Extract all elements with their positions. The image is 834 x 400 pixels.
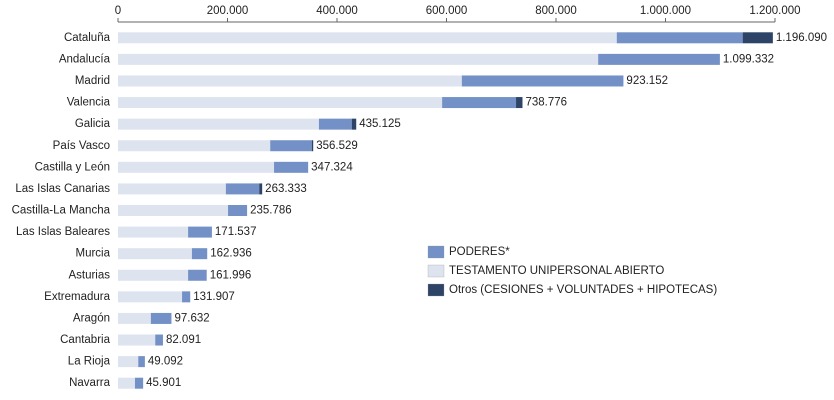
value-label: 1.196.090 (776, 32, 827, 44)
y-tick-label: Aragón (73, 312, 110, 324)
y-tick-label: Murcia (75, 248, 110, 260)
legend-swatch (427, 283, 445, 297)
bar-segment (118, 334, 156, 346)
bar-segment (138, 356, 145, 368)
y-tick-label: Extremadura (44, 291, 110, 303)
y-tick-label: País Vasco (53, 140, 110, 152)
bar-segment (118, 53, 599, 65)
value-label: 162.936 (210, 248, 252, 260)
y-tick-label: Asturias (68, 269, 110, 281)
bar-segment (188, 226, 212, 238)
value-label: 82.091 (166, 334, 201, 346)
bar-segment (311, 140, 314, 152)
bar-segment (274, 161, 309, 173)
y-tick-label: Las Islas Canarias (15, 183, 110, 195)
bar-segment (318, 118, 352, 130)
x-tick-label: 1.200.000 (749, 5, 800, 17)
legend-label: Otros (CESIONES + VOLUNTADES + HIPOTECAS… (449, 284, 717, 296)
bar-segment (188, 269, 207, 281)
bar-segment (134, 377, 144, 389)
y-tick-label: Castilla-La Mancha (12, 205, 111, 217)
bar-segment (118, 248, 192, 260)
value-label: 171.537 (215, 226, 257, 238)
bar-segment (118, 75, 462, 87)
bar-segment (598, 53, 720, 65)
bar-segment (442, 97, 517, 109)
legend-swatch (427, 264, 445, 278)
y-tick-label: Madrid (75, 75, 110, 87)
value-label: 923.152 (626, 75, 668, 87)
bar-segment (155, 334, 163, 346)
bar-segment (351, 118, 357, 130)
x-tick-label: 400.000 (316, 5, 358, 17)
bar-segment (616, 32, 743, 44)
bar-segment (461, 75, 624, 87)
value-label: 131.907 (193, 291, 235, 303)
bar-segment (118, 183, 226, 195)
x-tick-label: 800.000 (535, 5, 577, 17)
value-label: 1.099.332 (723, 53, 774, 65)
x-tick-label: 1.000.000 (640, 5, 691, 17)
value-label: 347.324 (311, 161, 353, 173)
bar-segment (516, 97, 523, 109)
y-tick-label: Cataluña (64, 32, 111, 44)
bar-segment (182, 291, 191, 303)
bar-segment (118, 118, 319, 130)
bar-segment (118, 205, 229, 216)
y-tick-label: La Rioja (68, 356, 111, 368)
bar-segment (270, 140, 312, 152)
bar-segment (118, 269, 189, 281)
legend-swatch (427, 245, 445, 259)
bar-segment (118, 226, 189, 238)
bar-segment (118, 356, 139, 368)
bar-segment (150, 312, 172, 324)
bar-segment (118, 32, 617, 44)
bar-segment (259, 183, 263, 195)
x-tick-label: 200.000 (207, 5, 249, 17)
bar-segment (225, 183, 260, 195)
y-tick-label: Cantabria (60, 334, 110, 346)
y-tick-label: Galicia (75, 118, 111, 130)
value-label: 356.529 (316, 140, 358, 152)
bar-segment (228, 205, 248, 216)
y-tick-label: Las Islas Baleares (16, 226, 110, 238)
bar-segment (118, 312, 151, 324)
value-label: 97.632 (174, 312, 209, 324)
bar-segment (118, 377, 135, 389)
value-label: 235.786 (250, 205, 292, 217)
bar-segment (118, 161, 275, 173)
x-tick-label: 600.000 (426, 5, 468, 17)
y-tick-label: Castilla y León (35, 161, 110, 173)
y-tick-label: Andalucía (59, 53, 111, 65)
value-label: 435.125 (359, 118, 401, 130)
bar-segment (742, 32, 773, 44)
legend-label: TESTAMENTO UNIPERSONAL ABIERTO (449, 265, 664, 277)
value-label: 738.776 (525, 97, 567, 109)
legend-label: PODERES* (449, 246, 510, 258)
x-tick-label: 0 (115, 5, 121, 17)
bar-segment (118, 97, 443, 109)
y-tick-label: Navarra (69, 377, 111, 389)
value-label: 49.092 (148, 356, 183, 368)
value-label: 45.901 (146, 377, 181, 389)
y-tick-label: Valencia (67, 97, 111, 109)
bar-segment (118, 291, 183, 303)
value-label: 161.996 (210, 269, 252, 281)
bar-segment (118, 140, 271, 152)
bar-segment (191, 248, 208, 260)
value-label: 263.333 (265, 183, 307, 195)
